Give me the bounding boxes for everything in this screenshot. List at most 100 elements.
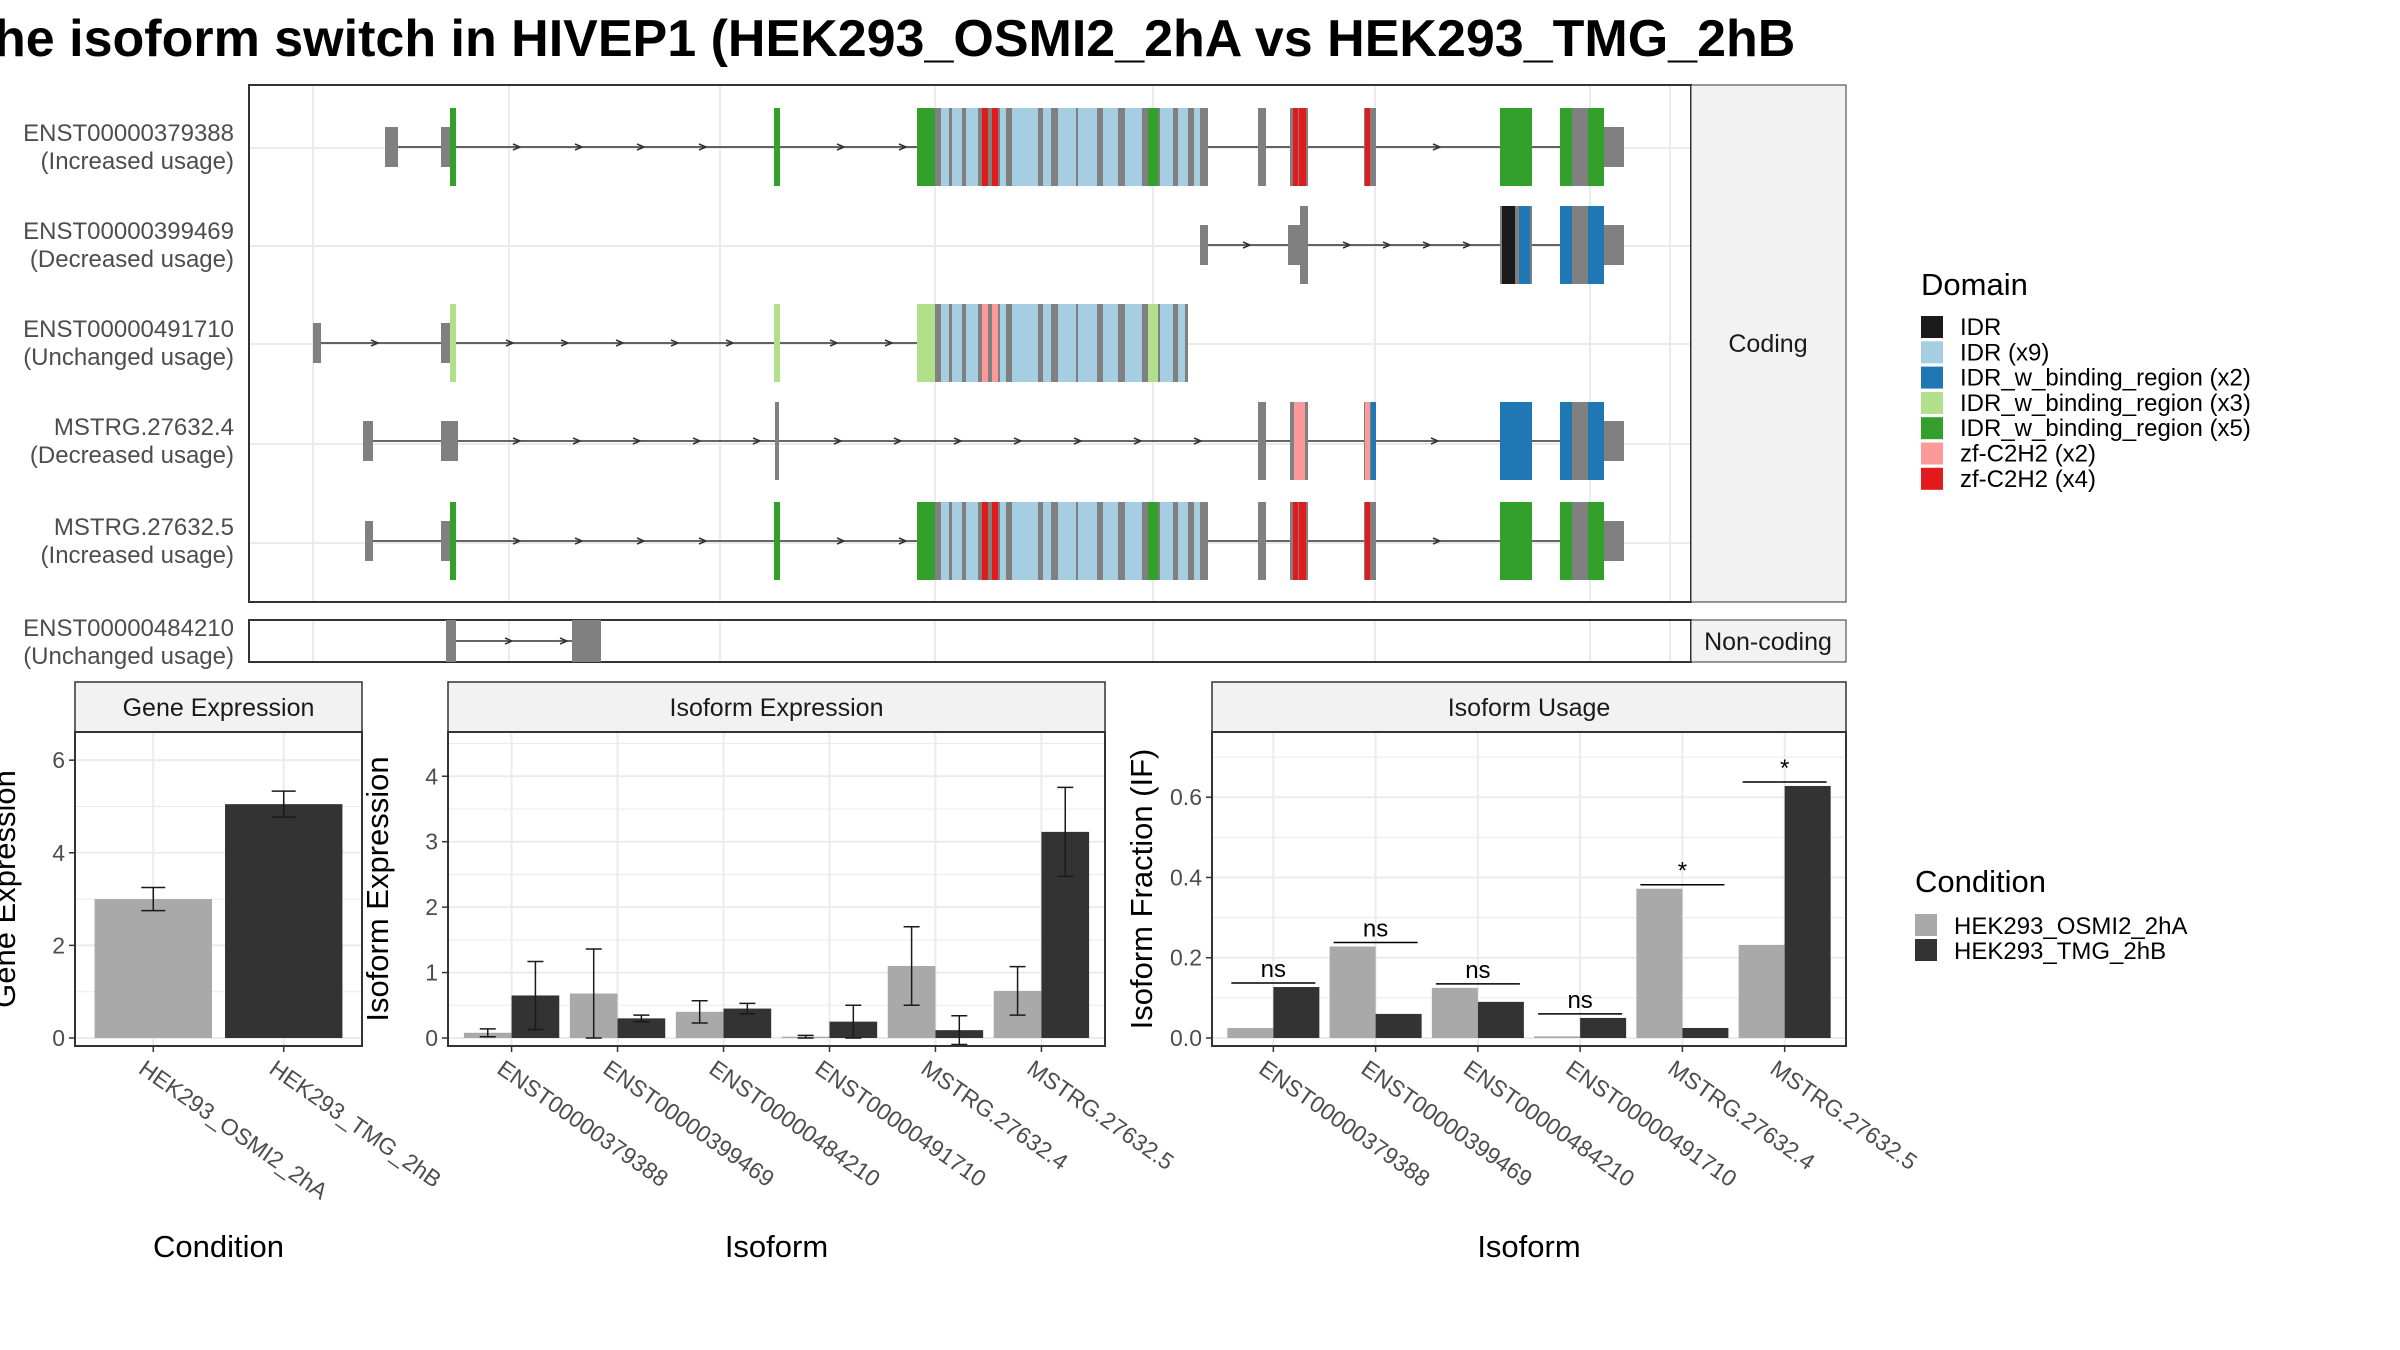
condition-legend-label: HEK293_TMG_2hB bbox=[1954, 938, 2166, 965]
exon bbox=[450, 304, 456, 382]
strand-arrow bbox=[512, 143, 522, 151]
panel-border bbox=[447, 731, 1106, 1047]
exon bbox=[1604, 421, 1624, 461]
strand-arrow bbox=[512, 437, 522, 445]
bar bbox=[1738, 944, 1785, 1038]
exon bbox=[992, 304, 998, 382]
figure-title: he isoform switch in HIVEP1 (HEK293_OSMI… bbox=[0, 10, 1795, 68]
exon bbox=[1043, 502, 1051, 580]
domain-legend-key bbox=[1921, 366, 1943, 389]
y-axis-label: Isoform Fraction (IF) bbox=[1124, 749, 1159, 1030]
y-tick-label: 2 bbox=[52, 932, 65, 958]
domain-legend-title: Domain bbox=[1921, 267, 2028, 302]
bar bbox=[1477, 1001, 1524, 1038]
exon bbox=[966, 108, 978, 186]
exon bbox=[1178, 304, 1185, 382]
y-tick-label: 0 bbox=[425, 1025, 438, 1051]
exon bbox=[385, 127, 398, 167]
structure-tracks bbox=[313, 108, 1624, 580]
noncoding-track bbox=[312, 620, 1671, 662]
exon bbox=[1560, 402, 1572, 480]
isoform-expression-chart: Isoform Expression 0 1 2 3 4 Isoform Expressio… bbox=[360, 681, 1179, 1264]
exon bbox=[1371, 402, 1376, 480]
strand-arrow bbox=[574, 143, 584, 151]
strand-arrow bbox=[1193, 437, 1203, 445]
exon bbox=[917, 304, 1188, 382]
strand-arrow bbox=[893, 437, 903, 445]
exon bbox=[441, 421, 458, 461]
bar bbox=[1534, 1036, 1581, 1038]
y-tick-label: 4 bbox=[425, 763, 438, 789]
y-tick-label: 0.0 bbox=[1170, 1025, 1202, 1051]
exon bbox=[1258, 502, 1266, 580]
domain-legend-label: IDR (x9) bbox=[1960, 339, 2049, 366]
strand-arrow bbox=[1422, 241, 1432, 249]
exon bbox=[1294, 402, 1305, 480]
exon bbox=[1588, 402, 1604, 480]
exon bbox=[1012, 108, 1038, 186]
exon bbox=[1572, 402, 1588, 480]
strand-arrow bbox=[636, 537, 646, 545]
exon bbox=[774, 502, 780, 580]
exon bbox=[1299, 502, 1306, 580]
bar bbox=[1784, 785, 1831, 1038]
condition-legend-key bbox=[1915, 939, 1937, 961]
strand-arrow bbox=[559, 637, 569, 645]
strand-arrow bbox=[884, 339, 894, 347]
domain-legend-label: IDR_w_binding_region (x3) bbox=[1960, 390, 2251, 417]
exon bbox=[1500, 402, 1532, 480]
strand-arrow bbox=[836, 537, 846, 545]
exon bbox=[917, 108, 935, 186]
exon bbox=[1125, 304, 1142, 382]
strand-arrow bbox=[574, 537, 584, 545]
isoform-usage-chart: Isoform Usage 0.0 0.2 0.4 0.6 Isoform Fractio… bbox=[1124, 681, 1922, 1264]
exon bbox=[1103, 502, 1118, 580]
exon bbox=[572, 620, 601, 662]
exon bbox=[1200, 225, 1208, 265]
domain-legend-key bbox=[1921, 391, 1943, 414]
exon bbox=[1572, 206, 1588, 284]
strand-arrow bbox=[636, 143, 646, 151]
strand-arrow bbox=[670, 339, 680, 347]
domain-legend-label: zf-C2H2 (x4) bbox=[1960, 466, 2096, 493]
x-tick-label: ENST00000399469 bbox=[599, 1055, 779, 1192]
y-tick-label: 1 bbox=[425, 960, 438, 986]
exon bbox=[365, 521, 373, 561]
exon bbox=[982, 108, 988, 186]
exon bbox=[1293, 108, 1298, 186]
exon bbox=[1058, 502, 1076, 580]
y-axis-label: Isoform Expression bbox=[360, 756, 395, 1021]
transcript-id: MSTRG.27632.4 bbox=[54, 414, 234, 441]
x-axis-label: Isoform bbox=[725, 1229, 828, 1264]
strand-arrow bbox=[1432, 537, 1442, 545]
exon bbox=[966, 502, 978, 580]
panel-title: Gene Expression bbox=[123, 694, 315, 722]
domain-legend-key bbox=[1921, 341, 1943, 364]
exon bbox=[775, 402, 779, 480]
strand-arrow bbox=[752, 437, 762, 445]
exon bbox=[450, 108, 456, 186]
exon bbox=[1103, 304, 1118, 382]
exon bbox=[1365, 108, 1370, 186]
exon bbox=[1572, 108, 1588, 186]
domain-legend-label: zf-C2H2 (x2) bbox=[1960, 441, 2096, 468]
strand-arrow bbox=[698, 143, 708, 151]
bar bbox=[1227, 1027, 1274, 1038]
exon bbox=[1194, 502, 1200, 580]
exon bbox=[941, 304, 949, 382]
exon bbox=[1502, 206, 1506, 284]
bar bbox=[1375, 1013, 1422, 1038]
bar bbox=[94, 899, 212, 1038]
strand-arrow bbox=[1013, 437, 1023, 445]
strand-arrow bbox=[615, 339, 625, 347]
exon bbox=[1012, 304, 1038, 382]
y-axis-label: Gene Expression bbox=[0, 770, 22, 1008]
strand-arrow bbox=[692, 437, 702, 445]
bar bbox=[1636, 888, 1683, 1038]
exon bbox=[1012, 502, 1038, 580]
panel-strip bbox=[447, 681, 1106, 733]
condition-legend-key bbox=[1915, 914, 1937, 936]
strand-arrow bbox=[1242, 241, 1252, 249]
